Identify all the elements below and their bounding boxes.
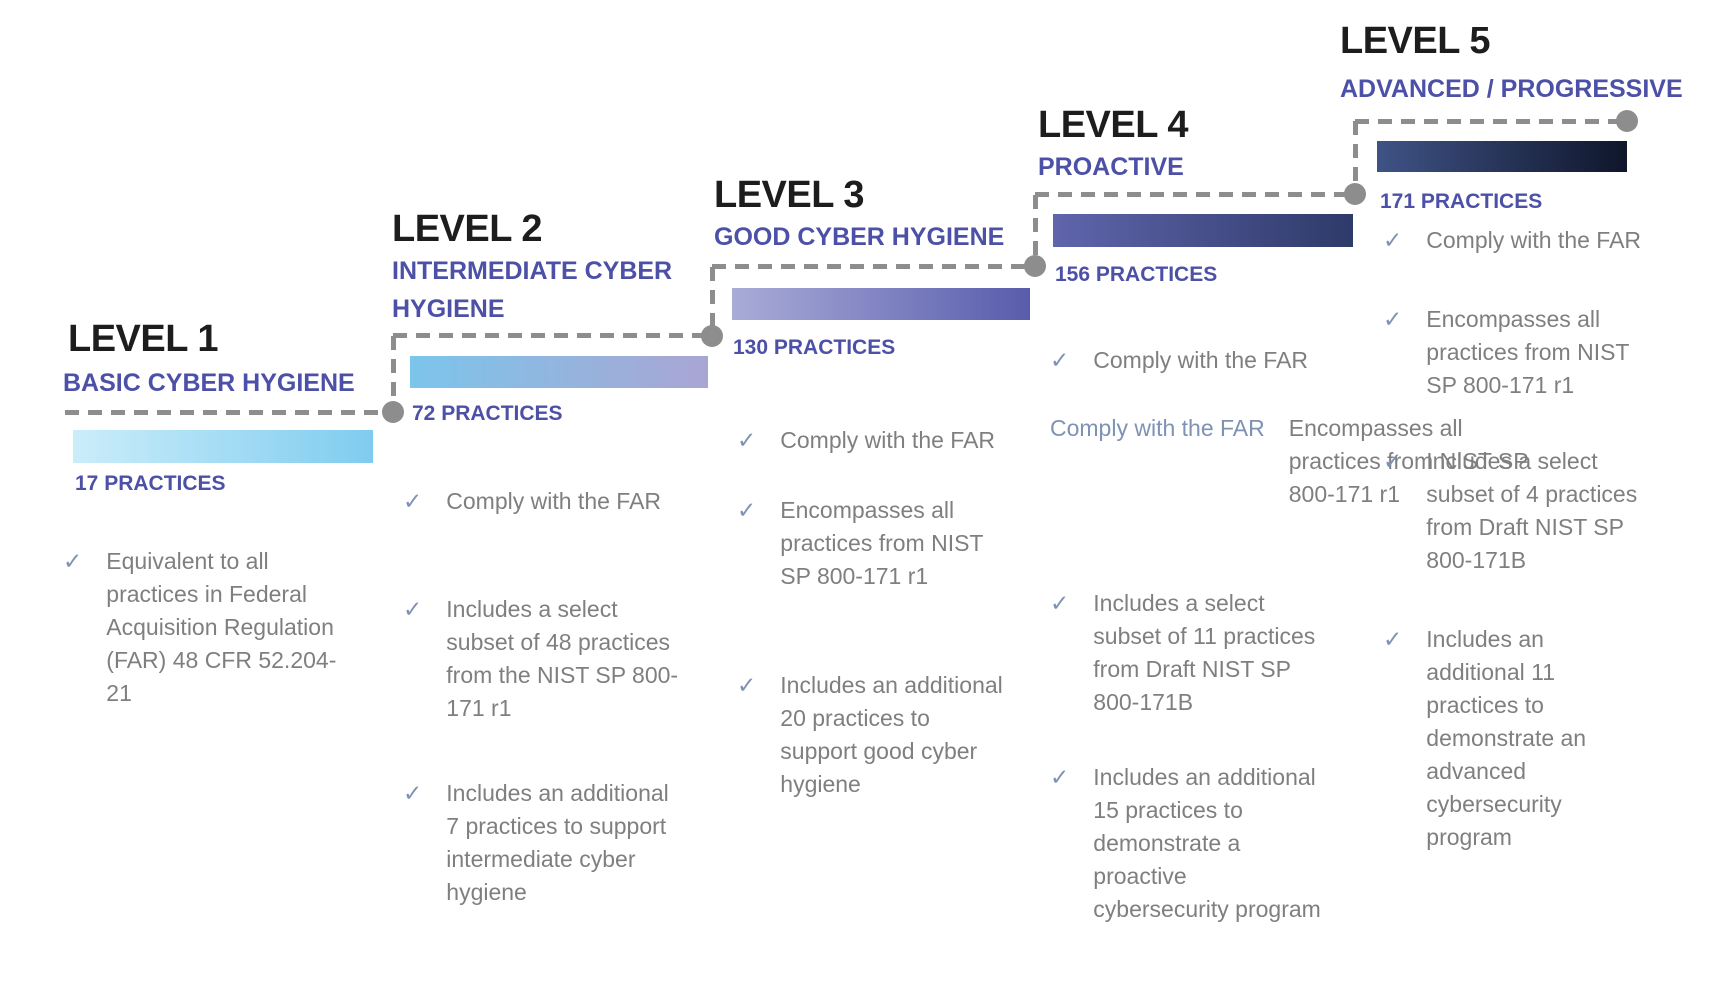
level-3-bar [732, 288, 1030, 320]
bullet-text: Includes an additional 20 practices to s… [780, 672, 1003, 797]
check-icon: ✓ [1050, 590, 1070, 616]
level-5-bullet-3: ✓ Includes a select subset of 4 practice… [1383, 445, 1637, 577]
level-5-bullet-2: ✓ Encompasses all practices from NIST SP… [1383, 303, 1630, 402]
connector-riser-2-3 [710, 267, 715, 336]
level-3-bullet-3: ✓ Includes an additional 20 practices to… [737, 669, 1003, 801]
bullet-text: Encompasses all practices from NIST SP 8… [1426, 306, 1630, 398]
check-icon: ✓ [737, 497, 757, 523]
level-1-subtitle: BASIC CYBER HYGIENE [63, 369, 355, 397]
level-4-subtitle: PROACTIVE [1038, 153, 1184, 181]
level-4-bullet-2: Comply with the FAR Encompasses all prac… [1050, 412, 1529, 511]
bullet-text: Encompasses all practices from NIST SP 8… [780, 497, 984, 589]
level-4-practices-count: 156 PRACTICES [1055, 263, 1218, 286]
level-4-bar [1053, 214, 1353, 247]
level-1-bar [73, 430, 373, 463]
connector-dot-1 [382, 401, 404, 423]
level-1-title: LEVEL 1 [68, 318, 218, 360]
connector-dot-5 [1616, 110, 1638, 132]
connector-riser-3-4 [1033, 195, 1038, 266]
check-icon: ✓ [1050, 764, 1070, 790]
check-icon: ✓ [403, 780, 423, 806]
level-3-title: LEVEL 3 [714, 174, 864, 216]
bullet-text: Includes a select subset of 11 practices… [1093, 590, 1316, 715]
bullet-text: Includes an additional 11 practices to d… [1426, 626, 1587, 850]
bullet-text: Comply with the FAR [446, 488, 662, 514]
check-icon: ✓ [1383, 227, 1403, 253]
level-2-practices-count: 72 PRACTICES [412, 402, 563, 425]
level-3-bullet-1: ✓ Comply with the FAR [737, 424, 995, 457]
check-icon: ✓ [403, 488, 423, 514]
check-icon: ✓ [1383, 448, 1403, 474]
level-3-bullet-2: ✓ Encompasses all practices from NIST SP… [737, 494, 984, 593]
level-2-bullet-3: ✓ Includes an additional 7 practices to … [403, 777, 669, 909]
level-4-bullet-3: ✓ Includes a select subset of 11 practic… [1050, 587, 1315, 719]
connector-line-level-1 [65, 410, 393, 415]
level-4-bullet-1: ✓ Comply with the FAR [1050, 344, 1308, 377]
level-5-bar [1377, 141, 1627, 172]
check-icon: ✓ [403, 596, 423, 622]
level-2-bar [410, 356, 708, 388]
connector-dot-2 [701, 325, 723, 347]
level-5-subtitle: ADVANCED / PROGRESSIVE [1340, 75, 1683, 103]
connector-line-level-5 [1355, 119, 1627, 124]
bullet-text: Includes an additional 15 practices to d… [1093, 764, 1321, 922]
level-3-subtitle: GOOD CYBER HYGIENE [714, 223, 1005, 251]
connector-line-level-2 [393, 333, 712, 338]
level-2-bullet-2: ✓ Includes a select subset of 48 practic… [403, 593, 678, 725]
bullet-text: Comply with the FAR [1093, 347, 1309, 373]
bullet-text: Comply with the FAR [780, 427, 996, 453]
check-icon: ✓ [1383, 306, 1403, 332]
check-icon: ✓ [63, 548, 83, 574]
level-5-bullet-1: ✓ Comply with the FAR [1383, 224, 1641, 257]
check-icon: ✓ [737, 427, 757, 453]
connector-line-level-4 [1035, 192, 1355, 197]
connector-dot-3 [1024, 255, 1046, 277]
level-5-practices-count: 171 PRACTICES [1380, 190, 1543, 213]
level-3-practices-count: 130 PRACTICES [733, 336, 896, 359]
bullet-text: Equivalent to all practices in Federal A… [106, 548, 337, 706]
bullet-text: Includes a select subset of 4 practices … [1426, 448, 1638, 573]
bullet-text: Includes an additional 7 practices to su… [446, 780, 669, 905]
level-1-practices-count: 17 PRACTICES [75, 472, 226, 495]
connector-riser-4-5 [1353, 121, 1358, 194]
bullet-text: Comply with the FAR [1426, 227, 1642, 253]
level-5-bullet-4: ✓ Includes an additional 11 practices to… [1383, 623, 1586, 854]
bullet-text: Includes a select subset of 48 practices… [446, 596, 679, 721]
bullet-text: Encompasses all practices from NIST SP 8… [1288, 415, 1529, 507]
level-2-title: LEVEL 2 [392, 208, 542, 250]
connector-line-level-3 [712, 264, 1035, 269]
connector-riser-1-2 [391, 336, 396, 412]
level-2-subtitle: INTERMEDIATE CYBER HYGIENE [392, 257, 673, 323]
level-1-bullet-1: ✓ Equivalent to all practices in Federal… [63, 545, 336, 710]
connector-dot-4 [1344, 183, 1366, 205]
check-icon: ✓ [737, 672, 757, 698]
level-4-bullet-4: ✓ Includes an additional 15 practices to… [1050, 761, 1321, 926]
check-icon: ✓ [1383, 626, 1403, 652]
check-icon: Comply with the FAR [1050, 415, 1265, 441]
level-5-title: LEVEL 5 [1340, 20, 1490, 62]
check-icon: ✓ [1050, 347, 1070, 373]
level-4-title: LEVEL 4 [1038, 104, 1188, 146]
level-2-bullet-1: ✓ Comply with the FAR [403, 485, 661, 518]
